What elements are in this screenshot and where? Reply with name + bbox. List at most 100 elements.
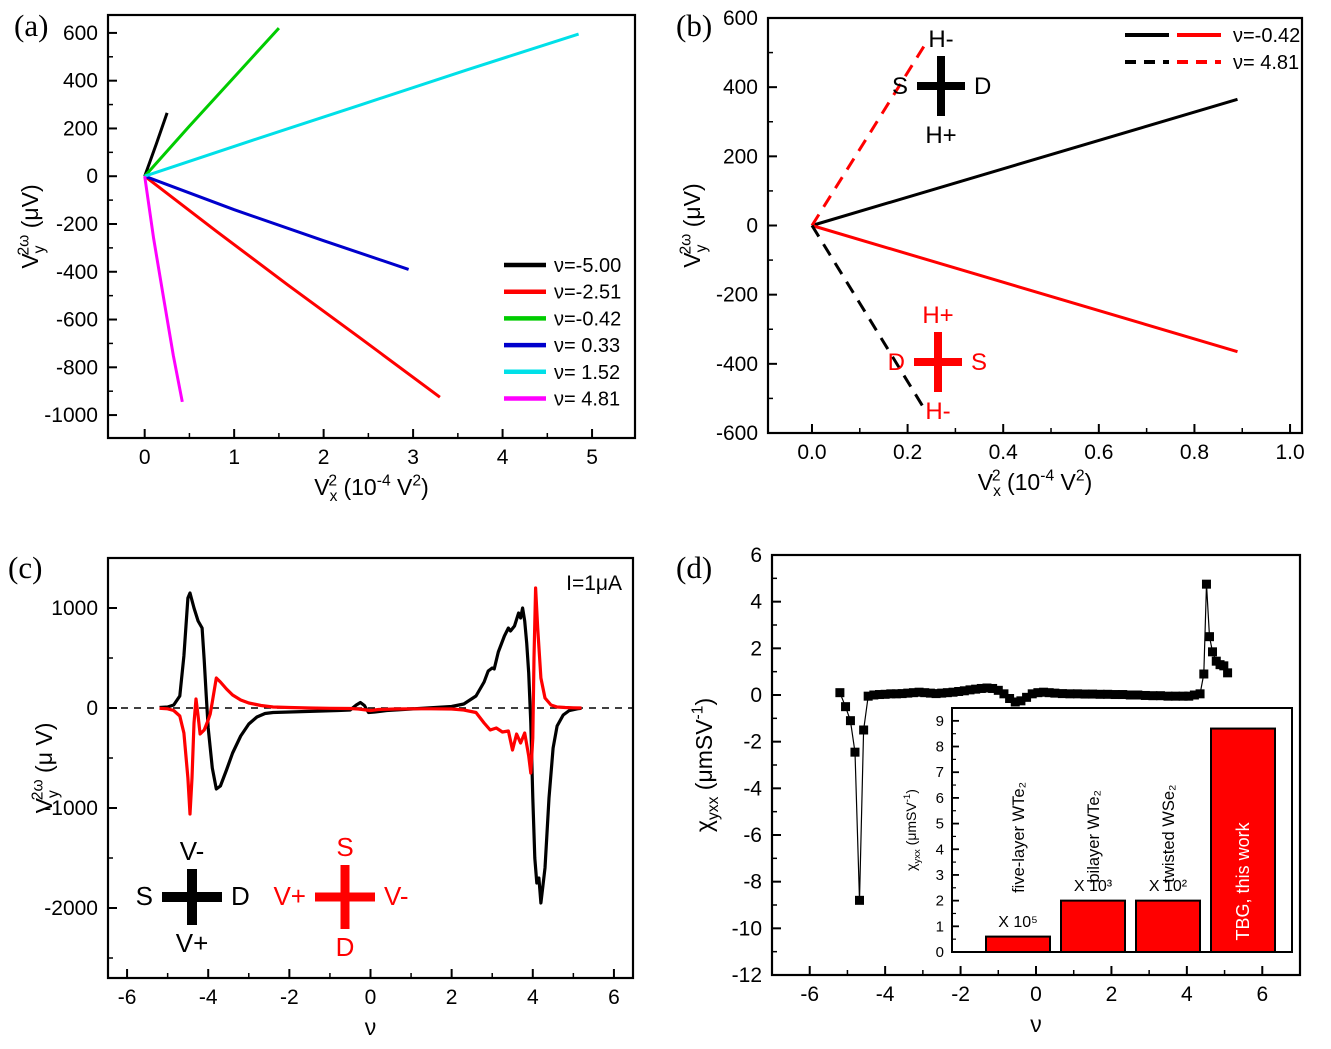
data-point-square [1010, 697, 1020, 707]
y-axis-label: Vy2ω (μV) [677, 183, 710, 267]
y-axis-label: Vy2ω (μ V) [29, 723, 62, 814]
annotation-label: I=1μA [566, 572, 622, 595]
ytick-label: 200 [63, 117, 98, 140]
data-point-square [965, 685, 975, 695]
ytick-label: -8 [743, 871, 762, 894]
ytick-label: 600 [63, 22, 98, 45]
data-point-square [1140, 690, 1150, 700]
inset-ytick-label: 1 [936, 918, 944, 935]
xtick-label: 0 [139, 446, 151, 469]
ytick-label: -200 [716, 284, 758, 307]
data-point-square [1095, 689, 1105, 699]
data-point-square [982, 683, 992, 693]
data-point-square [1022, 692, 1032, 702]
terminal-label-left: S [892, 73, 908, 100]
data-point-square [1204, 632, 1214, 642]
data-point-square [1171, 691, 1181, 701]
ytick-label: -400 [56, 261, 98, 284]
data-point-square [1033, 688, 1043, 698]
xtick-label: 0.2 [893, 441, 922, 464]
legend-entry-label: ν=-2.51 [554, 282, 621, 304]
xtick-label: 4 [527, 986, 539, 1009]
legend-entry-label: ν= 4.81 [554, 389, 620, 411]
legend-entry-label: ν=-0.42 [554, 308, 621, 330]
ytick-label: -2 [743, 731, 762, 754]
inset-bar-multiplier: X 10² [1149, 878, 1188, 895]
data-point-square [1223, 668, 1233, 678]
data-point-square [908, 688, 918, 698]
ytick-label: -6 [743, 824, 762, 847]
data-point-square [903, 688, 913, 698]
xtick-label: 0.6 [1084, 441, 1113, 464]
terminal-label-top: H+ [922, 302, 953, 329]
xtick-label: 4 [1181, 983, 1193, 1006]
data-point-square [863, 691, 873, 701]
inset-bar-3 [1210, 727, 1276, 953]
data-point-square [845, 716, 855, 726]
ytick-label: -12 [732, 964, 762, 987]
panel-d: 0 1 2 3 4 5 6 7 8 9 χyxx (μmSV-1) X 10⁵ five-layer W… [689, 544, 1302, 1037]
terminal-label-left: D [888, 349, 905, 376]
data-point-square [1044, 688, 1054, 698]
inset-ytick-label: 9 [936, 713, 944, 730]
ytick-label: -600 [716, 422, 758, 445]
data-point-square [869, 690, 879, 700]
series-nu=4.81 D-S [810, 44, 926, 227]
inset-bar-multiplier: X 10³ [1074, 878, 1113, 895]
panel-a: 0 1 2 3 4 5 -1000 -800 -600 -400 -200 0 200 400 600 Vx2… [15, 13, 637, 505]
inset-ytick-label: 0 [936, 944, 944, 961]
terminal-label-left: S [136, 881, 153, 911]
terminal-label-right: D [974, 73, 991, 100]
data-point-square [886, 689, 896, 699]
inset-bar-category-label: bilayer WTe₂ [1085, 790, 1103, 883]
inset-bar-0 [985, 935, 1051, 954]
inset-bar-category-label: five-layer WTe₂ [1010, 782, 1028, 893]
inset-ytick-label: 8 [936, 739, 944, 756]
ytick-label: -1000 [44, 797, 98, 820]
series-nu=4.81 S-D [810, 224, 926, 410]
series-nu=0.33 [144, 174, 410, 271]
data-point-square [835, 688, 845, 698]
ytick-label: 2 [750, 637, 762, 660]
data-point-square [954, 687, 964, 696]
inset-ytick-label: 3 [936, 867, 944, 884]
data-point-square [1057, 689, 1067, 699]
xtick-label: -4 [876, 983, 895, 1006]
data-point-square [874, 690, 884, 700]
data-point-square [1027, 689, 1037, 699]
ytick-label: 0 [86, 165, 98, 188]
series-nu=-0.42 S-D [811, 97, 1238, 227]
ytick-label: -200 [56, 213, 98, 236]
ytick-label: 0 [746, 215, 758, 238]
series-nu=1.52 [144, 32, 580, 178]
inset-bar-2 [1135, 899, 1201, 954]
terminal-label-right: V- [384, 881, 409, 911]
panel-a-letter: (a) [14, 8, 49, 43]
data-point-square [1148, 691, 1158, 701]
inset-ytick-label: 5 [936, 816, 944, 833]
data-point-square [854, 895, 864, 905]
ytick-label: 400 [63, 70, 98, 93]
terminal-label-right: S [971, 349, 987, 376]
xtick-label: 3 [407, 446, 419, 469]
xtick-label: 0.4 [989, 441, 1019, 464]
panel-c: -6 -4 -2 0 2 4 6 -2000 -1000 0 1000 ν Vy2ω (μ V) I=1μ… [29, 556, 635, 1040]
data-point-square [859, 725, 869, 735]
data-point-square [942, 688, 952, 698]
inset-ytick-label: 7 [936, 764, 944, 781]
legend-entry-label: ν= 4.81 [1233, 52, 1299, 74]
data-point-square [920, 688, 930, 698]
ytick-label: 400 [723, 76, 758, 99]
inset-y-axis-label: χyxx (μmSV-1) [902, 789, 923, 871]
legend-entry-label: ν= 0.33 [554, 335, 620, 357]
inset-ytick-label: 6 [936, 790, 944, 807]
data-point-square [1065, 689, 1075, 699]
xtick-label: 0.8 [1180, 441, 1209, 464]
data-point-square [959, 686, 969, 696]
data-point-square [937, 688, 947, 698]
data-point-square [1110, 690, 1120, 700]
xtick-label: -6 [800, 983, 819, 1006]
data-point-square [914, 687, 924, 697]
